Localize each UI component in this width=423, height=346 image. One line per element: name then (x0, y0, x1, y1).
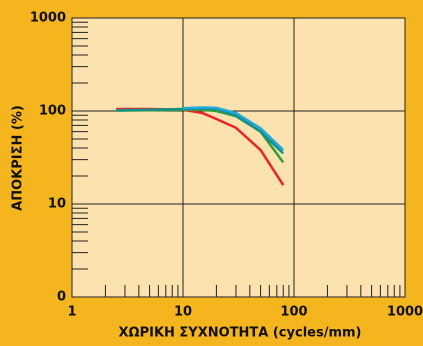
x-axis-label: ΧΩΡΙΚΗ ΣΥΧΝΟΤΗΤΑ (cycles/mm) (119, 326, 362, 341)
x-tick-label: 1 (67, 305, 76, 320)
x-tick-label: 100 (280, 305, 307, 320)
plot-area (72, 18, 405, 297)
x-tick-label: 10 (174, 305, 192, 320)
y-tick-label: 0 (57, 290, 66, 305)
y-axis-label: ΑΠΟΚΡΙΣΗ (%) (11, 105, 26, 211)
x-tick-label: 1000 (387, 305, 423, 320)
y-tick-label: 1000 (30, 11, 66, 26)
y-tick-label: 10 (48, 197, 66, 212)
y-tick-label: 100 (39, 104, 66, 119)
plot-border (71, 17, 406, 298)
line (182, 106, 285, 151)
